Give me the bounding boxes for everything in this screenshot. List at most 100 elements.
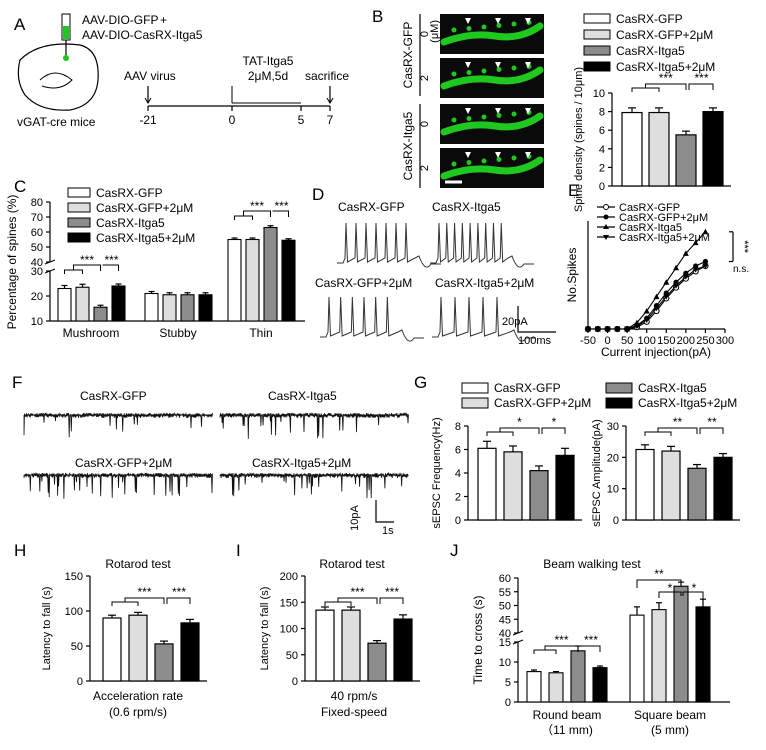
- significance-bracket: [631, 83, 687, 92]
- legend-entry: CasRX-GFP: [616, 12, 683, 26]
- bar: [111, 285, 126, 322]
- category-label: Stubby: [159, 326, 196, 340]
- data-point: [594, 326, 601, 332]
- x-axis-label: Acceleration rate: [93, 689, 183, 703]
- significance-label: ***: [554, 633, 568, 647]
- chart-title: Rotarod test: [105, 557, 171, 571]
- significance-label: **: [654, 567, 664, 581]
- y-tick-label: 70: [31, 212, 43, 224]
- x-tick-label: 250: [696, 335, 714, 347]
- y-tick-label: 200: [280, 571, 298, 583]
- significance-bracket: [688, 83, 714, 90]
- bar: [503, 451, 523, 521]
- trace-label: CasRX-GFP+2μM: [75, 456, 172, 470]
- bar: [154, 643, 174, 682]
- concentration-label: 0: [419, 121, 431, 127]
- significance-label: ***: [584, 633, 598, 647]
- arrow-head-icon: [326, 97, 334, 104]
- trace-label: CasRX-GFP: [338, 200, 405, 214]
- panel-d-traces: CasRX-GFP CasRX-Itga5 CasRX-GFP+2μM CasRX-I…: [315, 200, 556, 347]
- arrowhead-icon: [465, 108, 471, 114]
- significance-label: **: [707, 415, 717, 429]
- significance-bracket: [644, 427, 698, 436]
- spine-mark: [481, 114, 487, 120]
- chart-B: 0 2 4 6 8 10 Spine density (spines / 10μm) *** *…: [573, 67, 731, 212]
- data-point: [643, 308, 650, 314]
- data-point: [702, 228, 709, 235]
- bar: [393, 618, 413, 682]
- panel-letter: B: [372, 7, 383, 26]
- legend-swatch: [461, 382, 489, 394]
- y-axis-label: Latency to fall (s): [41, 587, 53, 671]
- legend-entry: CasRX-GFP+2μM: [619, 212, 708, 224]
- spine-mark: [481, 68, 487, 74]
- timeline-tick-label: 5: [298, 113, 305, 127]
- y-tick-label: 150: [65, 571, 83, 583]
- y-tick-label: 60: [31, 227, 43, 239]
- y-tick-label: 8: [455, 421, 461, 433]
- data-point: [653, 293, 660, 300]
- y-tick-label: 20: [607, 452, 619, 464]
- data-point: [624, 326, 631, 332]
- significance-bracket: [111, 597, 165, 606]
- chart-G-freq: 0 2 4 6 8 sEPSC Frequency(Hz) * *: [431, 415, 582, 529]
- bar: [570, 650, 586, 703]
- timeline-tick-label: 7: [327, 113, 334, 127]
- row-group-label: CasRX-GFP: [401, 22, 415, 89]
- spine-mark: [451, 71, 457, 77]
- data-point: [614, 326, 621, 332]
- concentration-label: 2: [419, 75, 431, 81]
- y-tick-label: 0: [599, 181, 605, 193]
- arrowhead-icon: [465, 152, 471, 158]
- spine-mark: [466, 70, 472, 75]
- y-tick-label: 50: [499, 601, 511, 613]
- panel-letter: J: [450, 541, 459, 560]
- significance-label: ***: [250, 199, 264, 213]
- bar: [75, 286, 90, 322]
- spine-mark: [481, 158, 487, 164]
- legend-swatch: [67, 202, 91, 213]
- significance-label: *: [552, 415, 557, 429]
- timeline-event: sacrifice: [305, 69, 349, 83]
- spine-mark: [451, 117, 457, 123]
- y-tick-label: 45: [499, 614, 511, 626]
- legend-entry: CasRX-GFP: [494, 381, 561, 395]
- bar: [648, 111, 670, 187]
- syringe-fill: [63, 26, 69, 39]
- bar: [713, 456, 733, 521]
- y-tick-label: 55: [499, 587, 511, 599]
- bar: [592, 667, 608, 703]
- significance-label: ***: [172, 585, 186, 599]
- chart-C: CasRX-GFPCasRX-GFP+2μMCasRX-Itga5CasRX-I…: [5, 186, 305, 340]
- y-axis-label: sEPSC Frequency(Hz): [431, 417, 443, 528]
- legend-entry: CasRX-Itga5+2μM: [96, 231, 195, 245]
- y-axis-label: Latency to fall (s): [259, 587, 271, 671]
- dendrite-trace: [440, 66, 544, 90]
- arrowhead-icon: [495, 152, 501, 158]
- bar: [341, 609, 361, 682]
- significance-label: ***: [350, 585, 364, 599]
- scale-label: 20pA: [502, 316, 528, 328]
- y-tick-label: 2: [599, 162, 605, 174]
- y-axis-label: Spine density (spines / 10μm): [573, 67, 585, 212]
- panel-b-legend: CasRX-GFP CasRX-GFP+2μM CasRX-Itga5 CasRX-I…: [583, 12, 715, 74]
- significance-label: **: [673, 415, 683, 429]
- legend-entry: CasRX-GFP: [96, 186, 163, 200]
- spine-mark: [466, 160, 472, 165]
- spine-mark: [481, 24, 487, 30]
- y-tick-label: 4: [455, 468, 461, 480]
- y-tick-label: 30: [31, 266, 43, 278]
- panel-f-traces: CasRX-GFP CasRX-Itga5 CasRX-GFP+2μM CasRX-I…: [23, 389, 409, 537]
- spike-trace: [432, 296, 536, 342]
- bar: [263, 226, 278, 322]
- y-tick-label: 0: [613, 515, 619, 527]
- bar: [526, 671, 542, 703]
- arrowhead-icon: [495, 18, 501, 24]
- legend-swatch: [605, 382, 633, 394]
- sepsc-trace: [219, 411, 409, 439]
- bar: [245, 238, 260, 322]
- legend-swatch: [67, 232, 91, 243]
- bar: [687, 467, 707, 521]
